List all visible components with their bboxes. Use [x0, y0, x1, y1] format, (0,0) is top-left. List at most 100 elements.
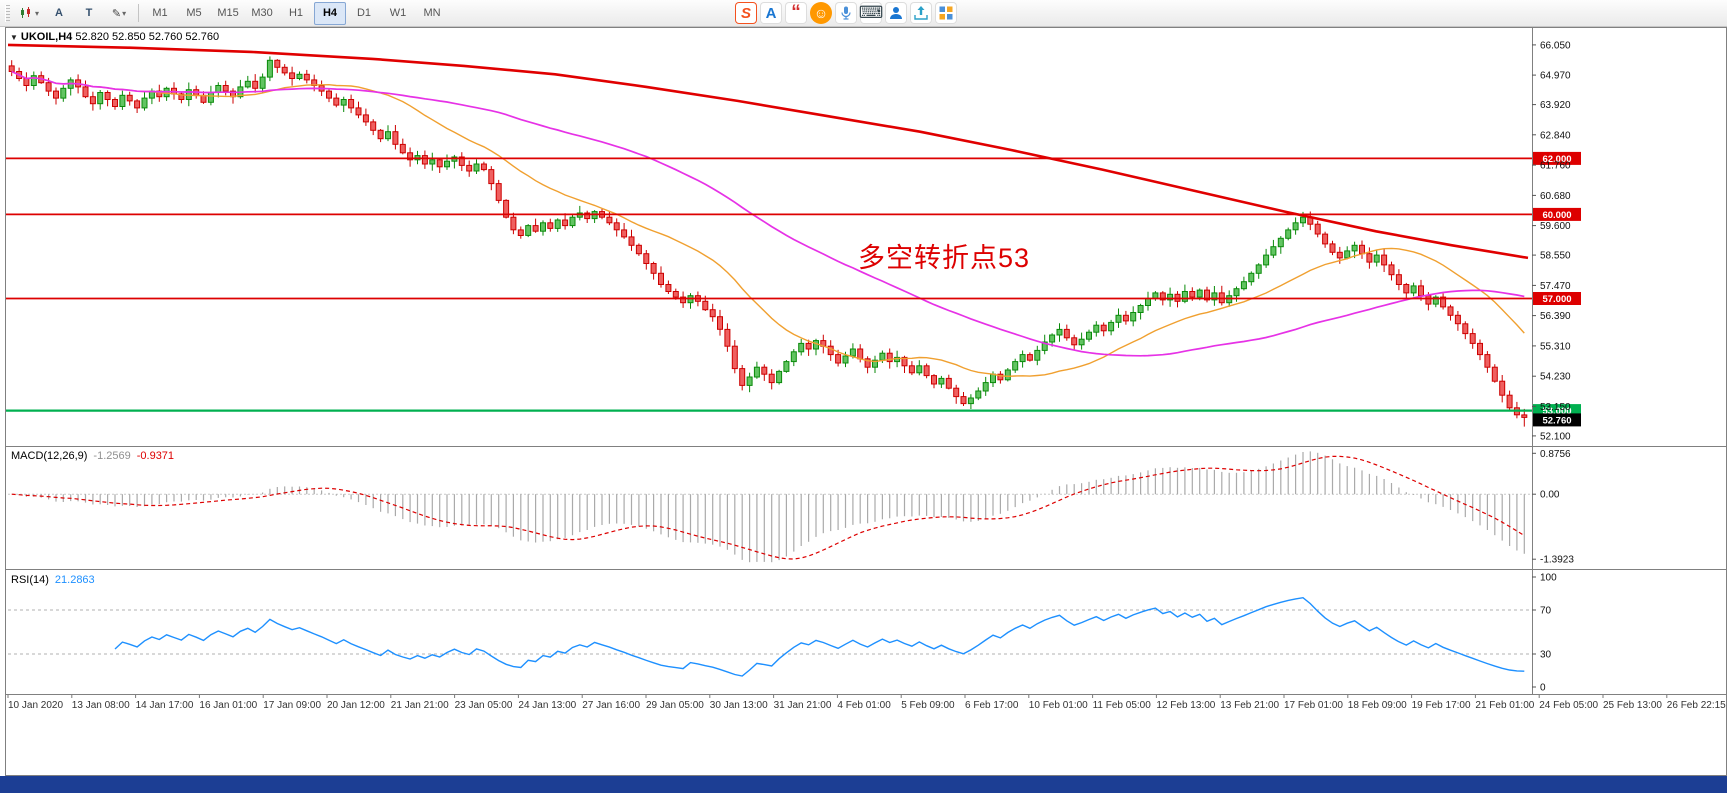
timeframe-button-mn[interactable]: MN — [423, 7, 441, 19]
svg-text:54.230: 54.230 — [1540, 372, 1571, 383]
svg-text:59.600: 59.600 — [1540, 221, 1571, 232]
svg-text:4 Feb 01:00: 4 Feb 01:00 — [837, 700, 891, 711]
pen-icon: ✎ — [111, 7, 122, 20]
timeframe-button-w1[interactable]: W1 — [389, 7, 407, 19]
cursor-tool-button[interactable]: T — [85, 7, 93, 19]
svg-text:26 Feb 22:15: 26 Feb 22:15 — [1667, 700, 1726, 711]
text-label-tool-button[interactable]: A — [55, 7, 63, 19]
svg-text:66.050: 66.050 — [1540, 40, 1571, 51]
svg-text:13 Jan 08:00: 13 Jan 08:00 — [72, 700, 130, 711]
chart-annotation-text: 多空转折点53 — [858, 243, 1031, 273]
symbol-dropdown-icon[interactable]: ▼ — [10, 33, 18, 42]
svg-text:60.680: 60.680 — [1540, 191, 1571, 202]
chevron-down-icon: ▾ — [122, 8, 127, 18]
toolbar-separator — [138, 4, 140, 22]
ohlc-values: 52.820 52.850 52.760 52.760 — [75, 31, 220, 43]
price-tag — [1533, 292, 1581, 305]
share-icon[interactable] — [910, 2, 932, 24]
svg-text:58.550: 58.550 — [1540, 251, 1571, 262]
svg-text:62.840: 62.840 — [1540, 130, 1571, 141]
svg-text:20 Jan 12:00: 20 Jan 12:00 — [327, 700, 385, 711]
timeframe-button-m5[interactable]: M5 — [186, 7, 202, 19]
svg-text:0.00: 0.00 — [1540, 490, 1560, 501]
rsi-value: 21.2863 — [54, 574, 95, 586]
timeframe-button-m15[interactable]: M15 — [217, 7, 239, 19]
svg-text:21 Feb 01:00: 21 Feb 01:00 — [1475, 700, 1534, 711]
macd-name: MACD(12,26,9) — [11, 450, 88, 462]
candlestick-chart-icon — [21, 7, 30, 18]
chart-type-button[interactable]: ▾ — [15, 2, 43, 25]
svg-text:52.100: 52.100 — [1540, 431, 1571, 442]
price-tag — [1533, 207, 1581, 221]
ink-quote-icon[interactable]: “ — [785, 2, 807, 24]
chart-title: ▼ UKOIL,H4 52.820 52.850 52.760 52.760 — [10, 31, 219, 43]
svg-text:52.760: 52.760 — [1542, 415, 1571, 426]
svg-text:18 Feb 09:00: 18 Feb 09:00 — [1348, 700, 1407, 711]
status-bar — [0, 776, 1727, 793]
svg-text:60.000: 60.000 — [1542, 210, 1571, 221]
timeframe-button-d1[interactable]: D1 — [356, 7, 372, 19]
svg-text:10 Feb 01:00: 10 Feb 01:00 — [1029, 700, 1088, 711]
font-style-icon[interactable]: A — [760, 2, 782, 24]
svg-text:62.000: 62.000 — [1542, 154, 1571, 165]
svg-text:24 Jan 13:00: 24 Jan 13:00 — [518, 700, 576, 711]
svg-text:100: 100 — [1540, 573, 1557, 584]
timeframe-button-m30[interactable]: M30 — [251, 7, 273, 19]
svg-text:14 Jan 17:00: 14 Jan 17:00 — [136, 700, 194, 711]
macd-indicator-label: MACD(12,26,9) -1.2569 -0.9371 — [11, 450, 174, 462]
svg-text:27 Jan 16:00: 27 Jan 16:00 — [582, 700, 640, 711]
toolbox-icon[interactable] — [935, 2, 957, 24]
svg-text:24 Feb 05:00: 24 Feb 05:00 — [1539, 700, 1598, 711]
emoji-icon[interactable]: ☺ — [810, 2, 832, 24]
svg-text:56.390: 56.390 — [1540, 311, 1571, 322]
rsi-indicator-label: RSI(14) 21.2863 — [11, 574, 95, 586]
svg-text:63.920: 63.920 — [1540, 100, 1571, 111]
symbol-name: UKOIL,H4 — [20, 31, 73, 43]
svg-text:13 Feb 21:00: 13 Feb 21:00 — [1220, 700, 1279, 711]
svg-text:70: 70 — [1540, 606, 1552, 617]
svg-text:5 Feb 09:00: 5 Feb 09:00 — [901, 700, 955, 711]
svg-text:6 Feb 17:00: 6 Feb 17:00 — [965, 700, 1019, 711]
svg-text:-1.3923: -1.3923 — [1540, 555, 1574, 566]
chevron-down-icon: ▾ — [35, 8, 40, 18]
svg-text:57.000: 57.000 — [1542, 294, 1571, 305]
price-tag — [1533, 413, 1581, 427]
timeframe-button-h1[interactable]: H1 — [288, 7, 304, 19]
svg-text:57.470: 57.470 — [1540, 281, 1571, 292]
svg-text:31 Jan 21:00: 31 Jan 21:00 — [774, 700, 832, 711]
ime-toolbar: S A “☺ ⌨ — [735, 2, 957, 24]
timeframe-group: M1 M5 M15 M30 H1 H4 D1 W1 MN — [143, 1, 449, 25]
toolbar: ▾ A T ✎ ▾ M1 M5 M15 M30 H1 H4 D1 W1 MN S A “☺ ⌨ — [0, 0, 1727, 27]
profile-icon[interactable] — [885, 2, 907, 24]
svg-text:10 Jan 2020: 10 Jan 2020 — [8, 700, 63, 711]
svg-text:17 Jan 09:00: 17 Jan 09:00 — [263, 700, 321, 711]
svg-text:30: 30 — [1540, 650, 1552, 661]
macd-value: -1.2569 — [93, 450, 131, 462]
timeframe-button-m1[interactable]: M1 — [152, 7, 168, 19]
svg-text:21 Jan 21:00: 21 Jan 21:00 — [391, 700, 449, 711]
svg-text:64.970: 64.970 — [1540, 71, 1571, 82]
svg-text:0.8756: 0.8756 — [1540, 449, 1571, 460]
sogou-logo-icon[interactable]: S — [735, 2, 757, 24]
svg-text:61.760: 61.760 — [1540, 161, 1571, 172]
svg-text:16 Jan 01:00: 16 Jan 01:00 — [199, 700, 257, 711]
voice-icon[interactable] — [835, 2, 857, 24]
svg-text:30 Jan 13:00: 30 Jan 13:00 — [710, 700, 768, 711]
macd-histogram — [18, 451, 1525, 563]
svg-text:53.150: 53.150 — [1540, 402, 1571, 413]
svg-text:12 Feb 13:00: 12 Feb 13:00 — [1156, 700, 1215, 711]
svg-text:11 Feb 05:00: 11 Feb 05:00 — [1093, 700, 1152, 711]
svg-text:55.310: 55.310 — [1540, 341, 1571, 352]
price-tag — [1533, 151, 1581, 165]
timeframe-button-h4[interactable]: H4 — [314, 1, 347, 25]
svg-text:25 Feb 13:00: 25 Feb 13:00 — [1603, 700, 1662, 711]
svg-text:53.000: 53.000 — [1542, 406, 1571, 417]
svg-text:17 Feb 01:00: 17 Feb 01:00 — [1284, 700, 1343, 711]
svg-text:19 Feb 17:00: 19 Feb 17:00 — [1412, 700, 1471, 711]
draw-tool-button[interactable]: ✎ ▾ — [105, 2, 133, 25]
toolbar-grip[interactable] — [5, 4, 10, 22]
keyboard-icon[interactable]: ⌨ — [858, 2, 884, 24]
svg-text:0: 0 — [1540, 683, 1546, 694]
macd-signal-value: -0.9371 — [136, 450, 175, 462]
